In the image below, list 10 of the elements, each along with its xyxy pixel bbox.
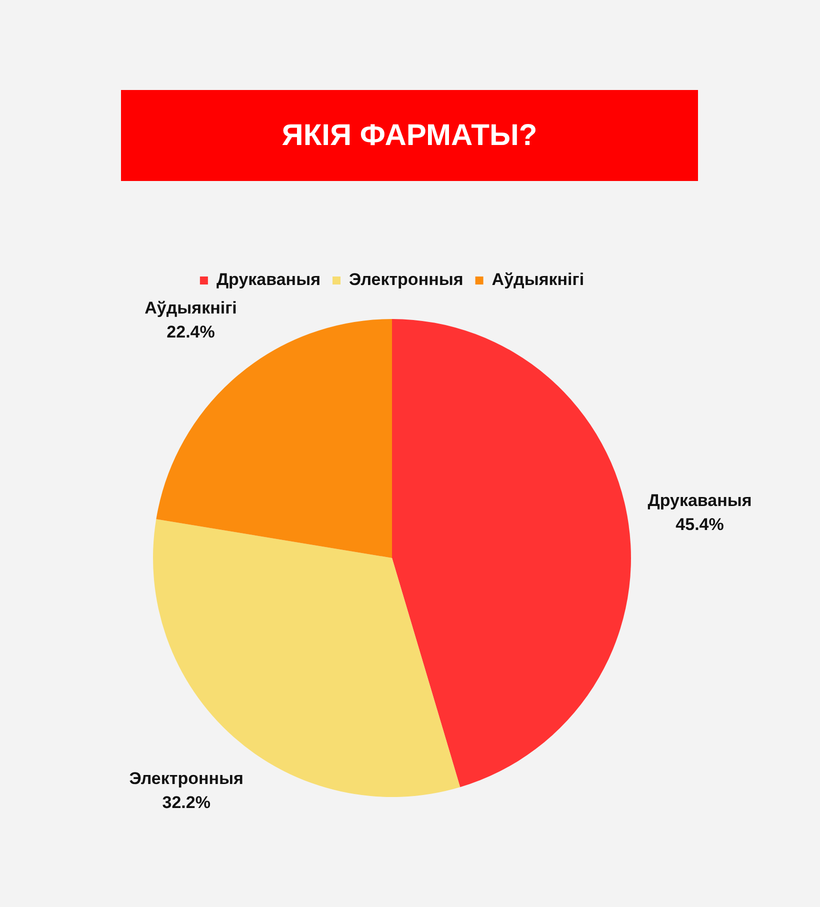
slice-label: Аўдыякнігі [144, 298, 237, 318]
legend-label: Электронныя [349, 270, 464, 290]
slice-label: Электронныя [129, 768, 244, 788]
legend-label: Друкаваныя [216, 270, 321, 290]
data-label: 22.4% [166, 322, 215, 342]
data-label: 32.2% [162, 792, 210, 812]
data-label: 45.4% [676, 514, 724, 534]
slice-label: Друкаваныя [648, 490, 752, 510]
legend-label: Аўдыякнігі [492, 270, 584, 290]
chart-title: ЯКІЯ ФАРМАТЫ? [282, 118, 538, 152]
